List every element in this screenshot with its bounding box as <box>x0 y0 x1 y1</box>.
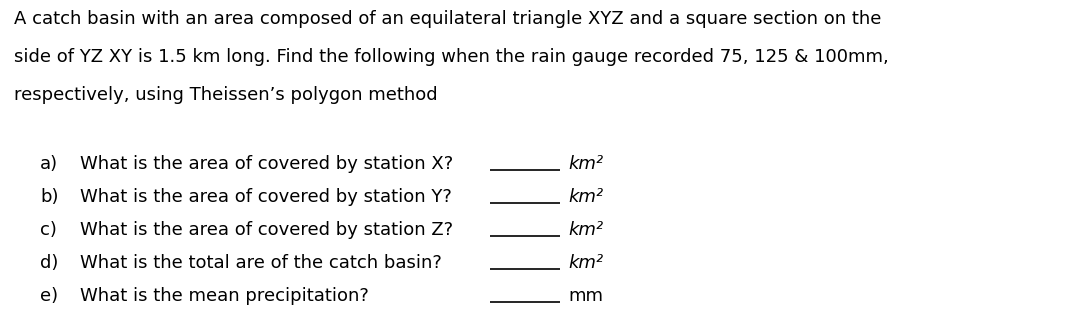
Text: A catch basin with an area composed of an equilateral triangle XYZ and a square : A catch basin with an area composed of a… <box>14 10 882 28</box>
Text: side of YZ XY is 1.5 km long. Find the following when the rain gauge recorded 75: side of YZ XY is 1.5 km long. Find the f… <box>14 48 889 66</box>
Text: km²: km² <box>568 155 603 173</box>
Text: What is the mean precipitation?: What is the mean precipitation? <box>80 287 369 305</box>
Text: a): a) <box>40 155 58 173</box>
Text: e): e) <box>40 287 58 305</box>
Text: km²: km² <box>568 188 603 206</box>
Text: What is the area of covered by station Z?: What is the area of covered by station Z… <box>80 221 453 239</box>
Text: What is the area of covered by station X?: What is the area of covered by station X… <box>80 155 454 173</box>
Text: b): b) <box>40 188 59 206</box>
Text: What is the total are of the catch basin?: What is the total are of the catch basin… <box>80 254 442 272</box>
Text: km²: km² <box>568 254 603 272</box>
Text: mm: mm <box>568 287 603 305</box>
Text: respectively, using Theissen’s polygon method: respectively, using Theissen’s polygon m… <box>14 86 438 104</box>
Text: d): d) <box>40 254 59 272</box>
Text: km²: km² <box>568 221 603 239</box>
Text: What is the area of covered by station Y?: What is the area of covered by station Y… <box>80 188 452 206</box>
Text: c): c) <box>40 221 57 239</box>
